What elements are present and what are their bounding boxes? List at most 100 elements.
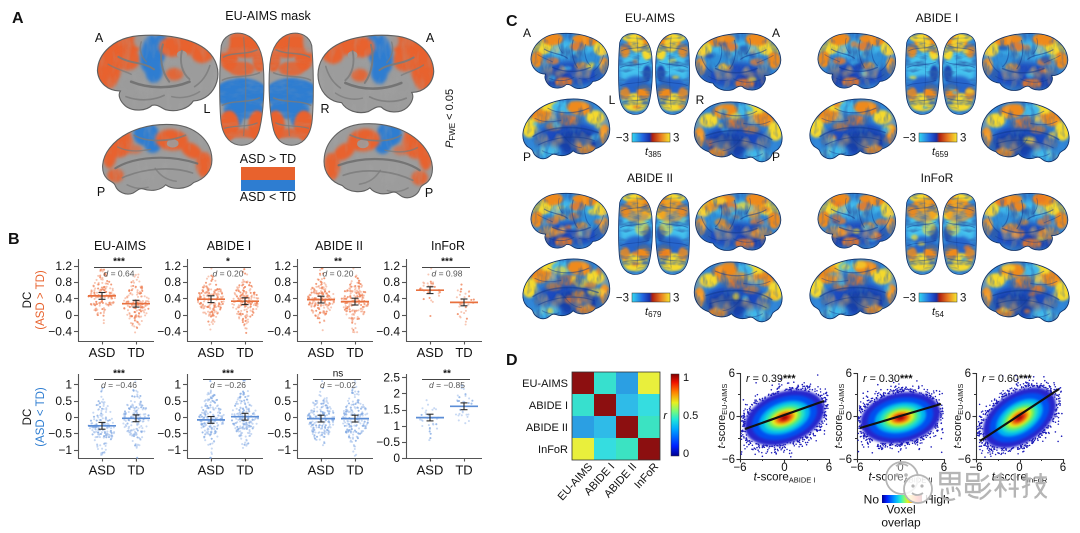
svg-text:1: 1: [65, 378, 72, 392]
svg-text:2.5: 2.5: [383, 371, 400, 385]
svg-text:0.5: 0.5: [55, 394, 72, 408]
svg-text:1: 1: [683, 372, 689, 384]
svg-text:0.4: 0.4: [55, 292, 72, 306]
svg-text:TD: TD: [127, 345, 144, 360]
svg-text:ASD: ASD: [198, 463, 225, 478]
svg-text:t-scoreABIDE I: t-scoreABIDE I: [754, 472, 816, 485]
svg-text:t385: t385: [645, 146, 662, 159]
svg-text:0: 0: [393, 451, 400, 465]
svg-text:0.5: 0.5: [683, 410, 698, 422]
svg-text:1.2: 1.2: [164, 259, 181, 273]
svg-text:0: 0: [174, 308, 181, 322]
svg-text:ASD: ASD: [89, 463, 116, 478]
svg-text:d = 0.20: d = 0.20: [323, 269, 354, 279]
svg-text:P: P: [523, 150, 531, 164]
svg-text:EU-AIMS: EU-AIMS: [522, 378, 568, 390]
svg-text:0: 0: [65, 308, 72, 322]
svg-text:A: A: [95, 31, 104, 45]
svg-text:−6: −6: [850, 462, 863, 474]
svg-text:0.4: 0.4: [383, 292, 400, 306]
svg-text:2: 2: [393, 387, 400, 401]
svg-text:R: R: [696, 93, 705, 107]
svg-text:InFoR: InFoR: [632, 461, 661, 491]
svg-text:TD: TD: [236, 463, 253, 478]
svg-text:−0.5: −0.5: [376, 435, 400, 449]
svg-text:6: 6: [846, 368, 852, 380]
svg-text:r: r: [663, 410, 668, 422]
svg-text:d = 0.64: d = 0.64: [104, 269, 135, 279]
svg-text:P: P: [97, 185, 105, 199]
svg-text:**: **: [334, 257, 342, 268]
svg-text:ABIDE I: ABIDE I: [916, 11, 959, 25]
svg-text:(ASD < TD): (ASD < TD): [35, 387, 47, 447]
svg-text:3: 3: [673, 293, 679, 305]
svg-text:d = −0.02: d = −0.02: [320, 380, 356, 390]
svg-text:3: 3: [960, 133, 966, 145]
svg-text:0: 0: [284, 308, 291, 322]
svg-text:D: D: [506, 352, 518, 369]
svg-text:ASD: ASD: [198, 345, 225, 360]
svg-text:−3: −3: [616, 293, 629, 305]
svg-text:−1: −1: [277, 443, 291, 457]
svg-text:TD: TD: [346, 463, 363, 478]
svg-text:ABIDE II: ABIDE II: [627, 171, 673, 185]
svg-text:0: 0: [393, 308, 400, 322]
svg-text:A: A: [426, 31, 435, 45]
svg-text:0.4: 0.4: [274, 292, 291, 306]
svg-text:InFoR: InFoR: [921, 171, 954, 185]
svg-text:ABIDE I: ABIDE I: [207, 239, 251, 253]
svg-text:−0.5: −0.5: [157, 427, 181, 441]
svg-text:0: 0: [683, 448, 689, 460]
svg-text:ABIDE II: ABIDE II: [526, 422, 568, 434]
svg-text:−0.5: −0.5: [48, 427, 72, 441]
svg-text:ASD: ASD: [89, 345, 116, 360]
svg-text:InFoR: InFoR: [431, 239, 465, 253]
svg-text:EU-AIMS: EU-AIMS: [94, 239, 146, 253]
svg-text:0.8: 0.8: [164, 275, 181, 289]
svg-text:0.8: 0.8: [55, 275, 72, 289]
svg-text:EU-AIMS mask: EU-AIMS mask: [225, 9, 311, 23]
svg-text:−0.5: −0.5: [267, 427, 291, 441]
svg-text:0: 0: [846, 411, 852, 423]
svg-text:d = −0.46: d = −0.46: [101, 380, 137, 390]
svg-text:−1: −1: [58, 443, 72, 457]
svg-text:1.2: 1.2: [274, 259, 291, 273]
svg-text:t-scoreEU-AIMS: t-scoreEU-AIMS: [716, 384, 729, 449]
svg-text:0: 0: [65, 410, 72, 424]
svg-text:**: **: [443, 369, 451, 380]
svg-text:***: ***: [222, 369, 234, 380]
svg-text:TD: TD: [127, 463, 144, 478]
svg-text:(ASD > TD): (ASD > TD): [35, 270, 47, 330]
svg-text:A: A: [523, 26, 531, 40]
svg-text:0.4: 0.4: [164, 292, 181, 306]
svg-text:DC: DC: [22, 409, 34, 426]
svg-text:−3: −3: [616, 133, 629, 145]
svg-text:3: 3: [673, 133, 679, 145]
svg-text:d = −0.26: d = −0.26: [210, 380, 246, 390]
svg-text:TD: TD: [346, 345, 363, 360]
svg-text:0.5: 0.5: [164, 394, 181, 408]
svg-text:−6: −6: [722, 454, 735, 466]
svg-text:P: P: [772, 150, 780, 164]
svg-text:0: 0: [729, 411, 735, 423]
svg-text:L: L: [204, 102, 211, 116]
svg-text:6: 6: [729, 368, 735, 380]
svg-text:d = 0.20: d = 0.20: [213, 269, 244, 279]
svg-text:0.5: 0.5: [274, 394, 291, 408]
svg-text:***: ***: [441, 257, 453, 268]
svg-text:ABIDE I: ABIDE I: [529, 400, 568, 412]
svg-text:0: 0: [284, 410, 291, 424]
svg-text:d = −0.85: d = −0.85: [429, 380, 465, 390]
svg-text:TD: TD: [236, 345, 253, 360]
svg-text:ASD > TD: ASD > TD: [240, 152, 296, 166]
svg-text:−0.4: −0.4: [48, 324, 72, 338]
svg-text:ns: ns: [333, 369, 344, 380]
svg-text:ASD: ASD: [417, 463, 444, 478]
svg-text:ASD: ASD: [417, 345, 444, 360]
svg-text:ABIDE II: ABIDE II: [315, 239, 363, 253]
svg-text:L: L: [609, 93, 616, 107]
svg-text:A: A: [772, 26, 780, 40]
svg-text:B: B: [8, 231, 20, 248]
svg-text:−3: −3: [903, 293, 916, 305]
svg-text:0.8: 0.8: [274, 275, 291, 289]
